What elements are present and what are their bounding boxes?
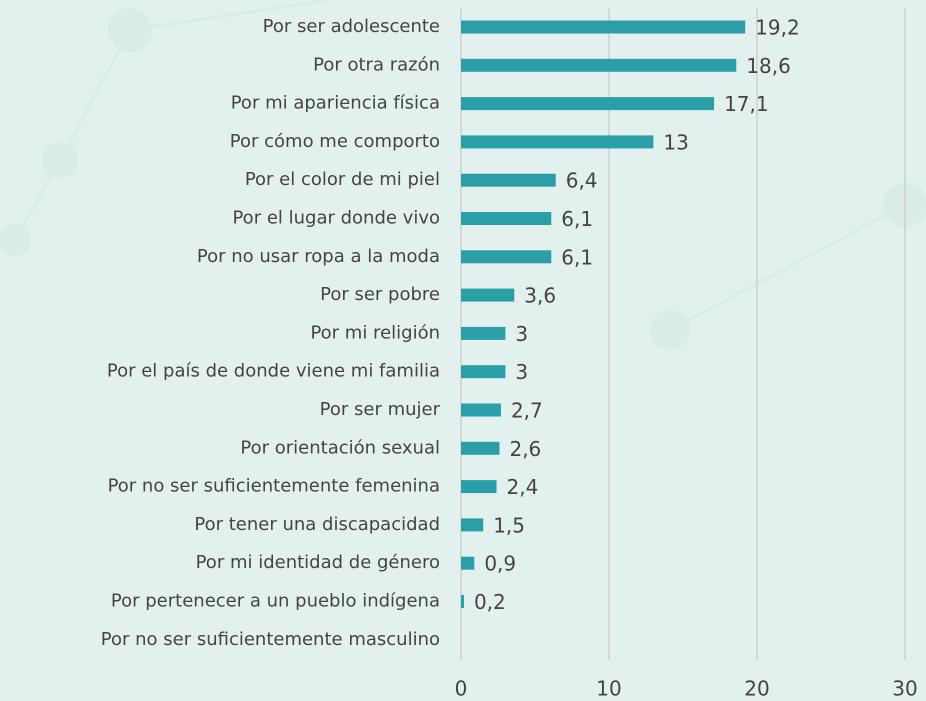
bar bbox=[461, 212, 552, 225]
value-label: 2,7 bbox=[511, 399, 543, 423]
value-label: 6,1 bbox=[561, 245, 593, 269]
y-tick-label: Por ser mujer bbox=[320, 399, 441, 420]
bar bbox=[461, 173, 556, 187]
y-tick-label: Por el lugar donde vivo bbox=[232, 208, 440, 229]
y-tick-label: Por cómo me comporto bbox=[230, 131, 440, 152]
bar bbox=[461, 97, 715, 111]
y-tick-label: Por el país de donde viene mi familia bbox=[107, 361, 440, 382]
bar bbox=[461, 288, 515, 302]
bar bbox=[461, 326, 506, 340]
x-tick-label: 0 bbox=[455, 677, 468, 701]
bar bbox=[461, 595, 464, 608]
value-label: 2,6 bbox=[509, 437, 541, 461]
value-label: 6,4 bbox=[566, 169, 598, 193]
bar bbox=[461, 365, 506, 379]
bar bbox=[461, 403, 501, 417]
y-tick-label: Por ser adolescente bbox=[263, 16, 440, 37]
value-label: 13 bbox=[663, 130, 688, 154]
bar bbox=[461, 58, 737, 72]
y-tick-label: Por no ser suficientemente masculino bbox=[101, 629, 440, 650]
value-label: 18,6 bbox=[746, 54, 791, 78]
bar bbox=[461, 480, 497, 494]
x-tick-label: 20 bbox=[744, 677, 769, 701]
y-tick-label: Por mi religión bbox=[310, 322, 440, 343]
y-tick-label: Por pertenecer a un pueblo indígena bbox=[111, 591, 440, 612]
x-tick-label: 30 bbox=[892, 677, 917, 701]
y-tick-label: Por orientación sexual bbox=[240, 437, 440, 458]
value-label: 1,5 bbox=[493, 513, 525, 537]
bar bbox=[461, 250, 552, 264]
value-label: 0,9 bbox=[484, 552, 516, 576]
y-tick-label: Por ser pobre bbox=[320, 284, 440, 305]
y-tick-label: Por no ser suficientemente femenina bbox=[108, 476, 440, 497]
bar bbox=[461, 20, 746, 34]
y-tick-label: Por mi apariencia física bbox=[231, 93, 440, 114]
y-tick-label: Por tener una discapacidad bbox=[194, 514, 440, 535]
bar bbox=[461, 441, 500, 455]
value-label: 6,1 bbox=[561, 207, 593, 231]
value-label: 3,6 bbox=[524, 284, 556, 308]
value-label: 3 bbox=[515, 322, 528, 346]
bar bbox=[461, 556, 475, 570]
y-tick-label: Por mi identidad de género bbox=[196, 552, 440, 573]
value-label: 19,2 bbox=[755, 16, 800, 40]
bar bbox=[461, 135, 654, 149]
y-tick-label: Por el color de mi piel bbox=[245, 169, 440, 190]
y-tick-label: Por otra razón bbox=[313, 54, 440, 75]
x-tick-label: 10 bbox=[596, 677, 621, 701]
bar bbox=[461, 518, 484, 532]
y-tick-label: Por no usar ropa a la moda bbox=[197, 246, 440, 267]
value-label: 3 bbox=[515, 360, 528, 384]
value-label: 0,2 bbox=[474, 590, 506, 614]
value-label: 17,1 bbox=[724, 92, 769, 116]
value-label: 2,4 bbox=[507, 475, 539, 499]
